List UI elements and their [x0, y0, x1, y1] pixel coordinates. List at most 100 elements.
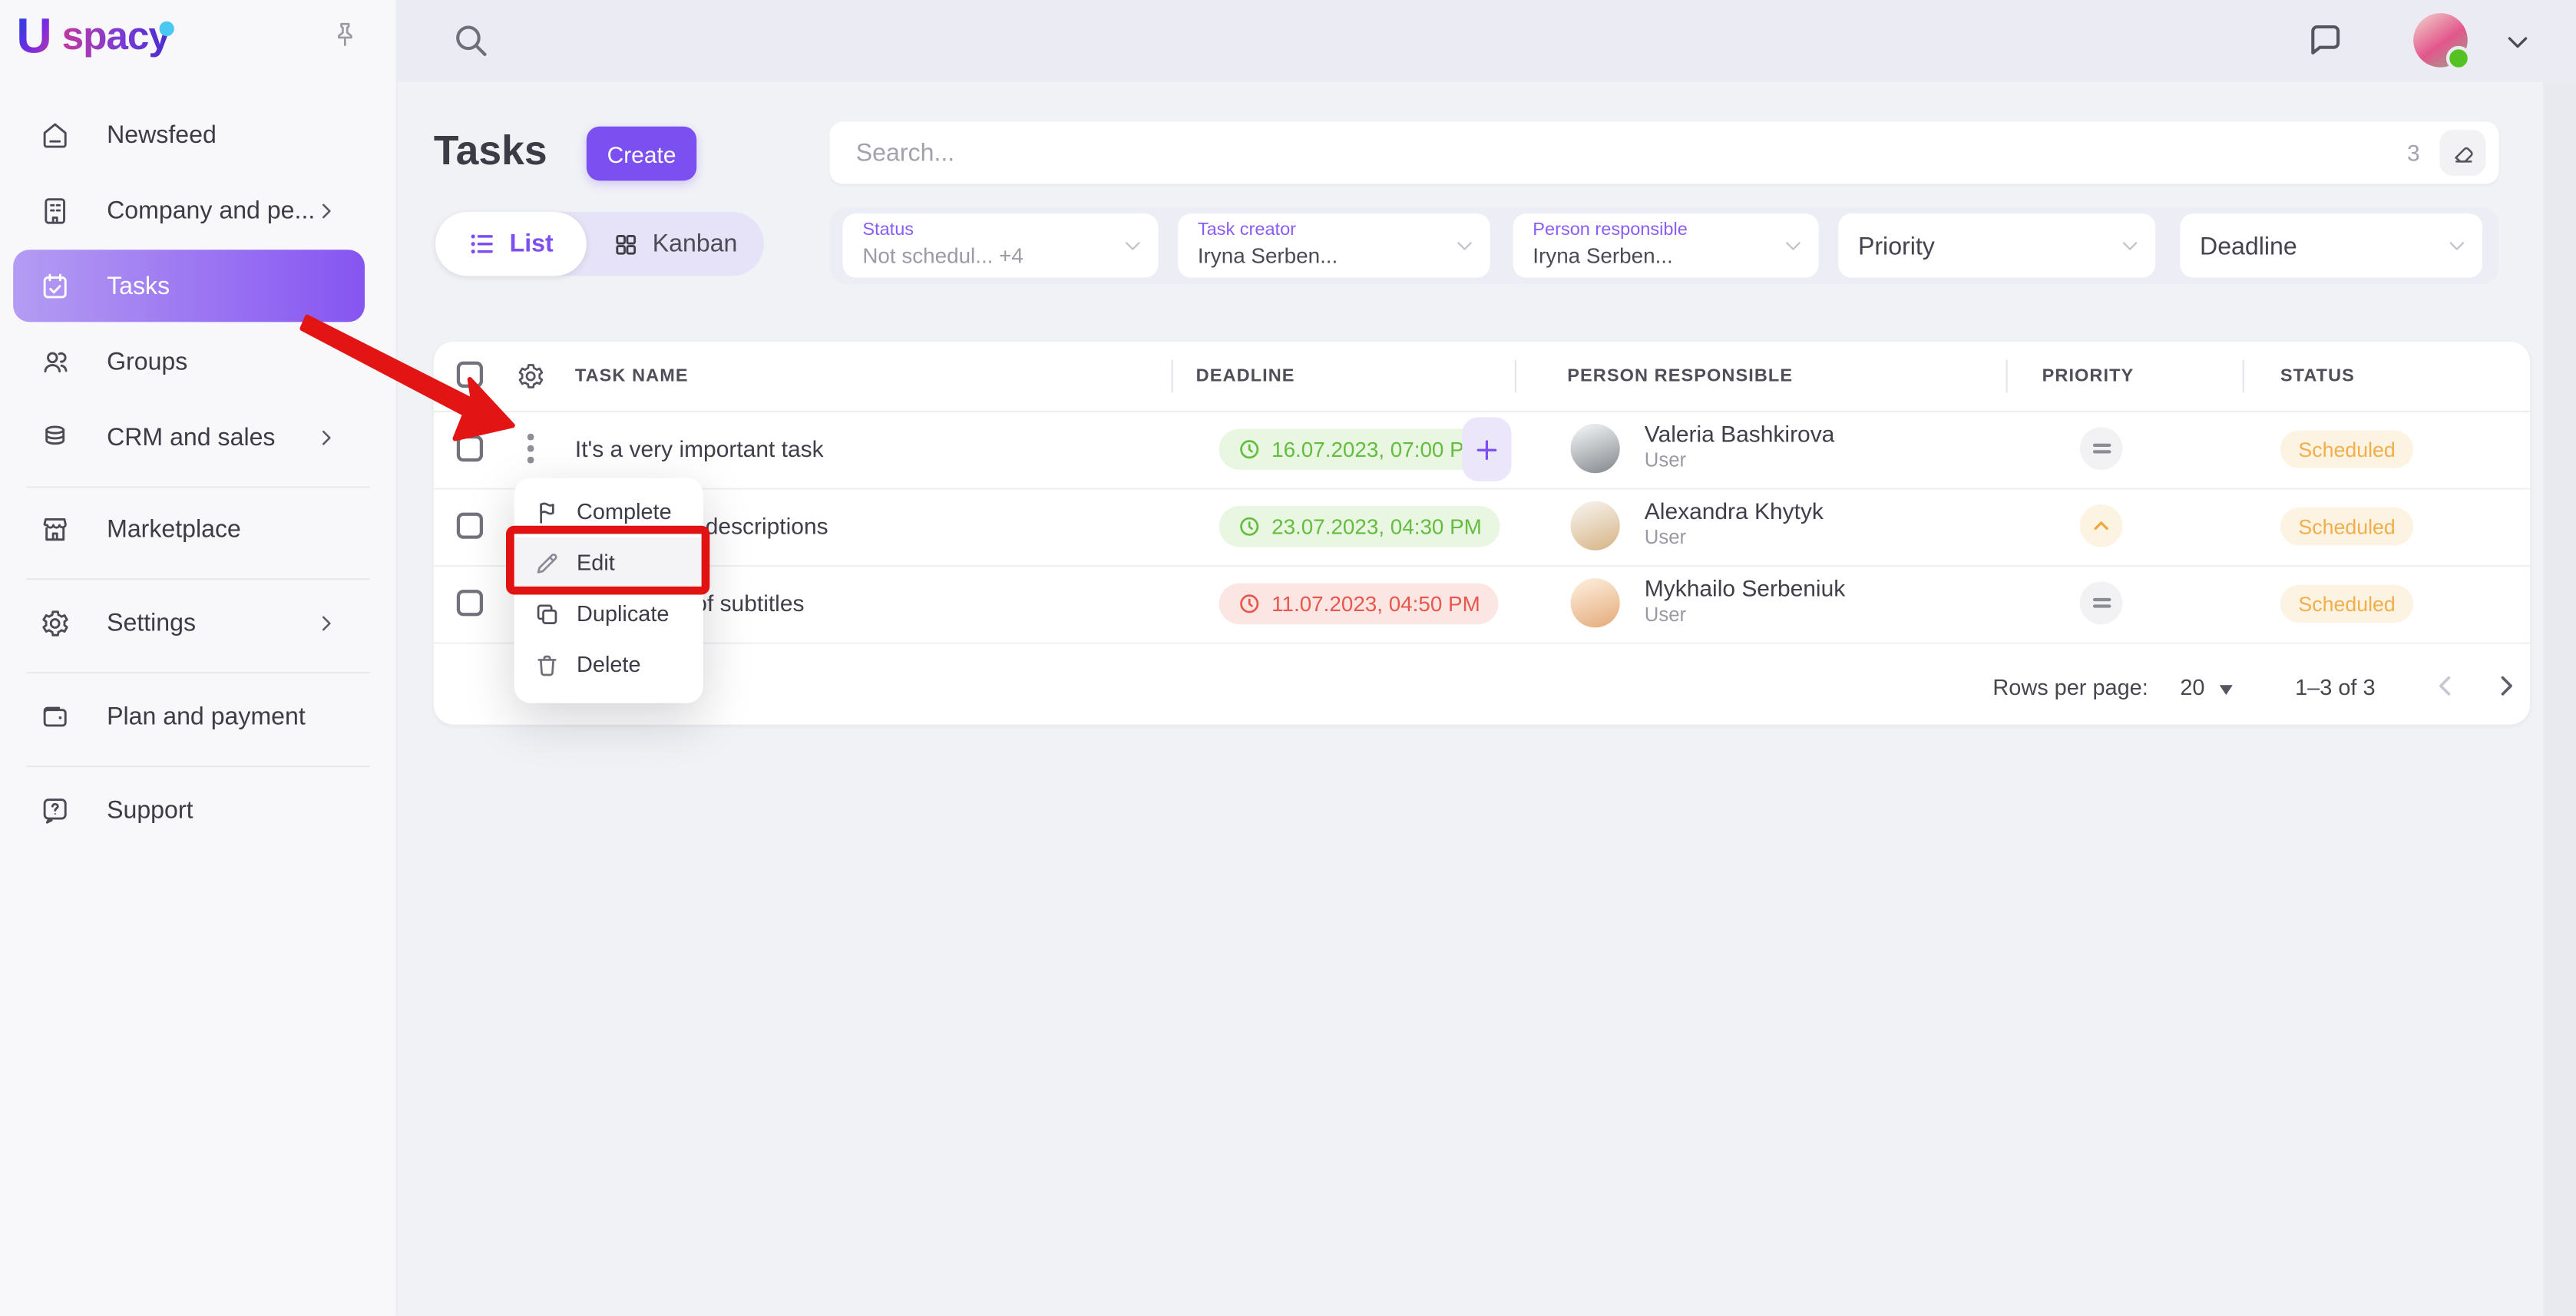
- person-role: User: [1644, 525, 1687, 549]
- chevron-right-icon: [316, 612, 337, 633]
- home-icon: [43, 122, 67, 147]
- sidebar-item-company[interactable]: Company and pe...: [0, 174, 396, 246]
- people-icon: [44, 351, 68, 372]
- priority-medium-icon[interactable]: [2079, 581, 2123, 625]
- user-avatar[interactable]: [2413, 13, 2472, 71]
- menu-item-duplicate[interactable]: Duplicate: [514, 588, 703, 639]
- create-button[interactable]: Create: [586, 126, 697, 181]
- sidebar-item-marketplace[interactable]: Marketplace: [0, 493, 396, 565]
- sidebar-item-settings[interactable]: Settings: [0, 587, 396, 659]
- sidebar-item-label: Newsfeed: [107, 121, 217, 149]
- column-divider: [2006, 359, 2008, 393]
- sidebar-item-label: Plan and payment: [107, 702, 306, 731]
- scrollbar-track[interactable]: [2543, 81, 2576, 1316]
- person-role: User: [1644, 603, 1687, 627]
- row-checkbox[interactable]: [456, 590, 484, 617]
- logo[interactable]: U spacy: [16, 9, 175, 64]
- eraser-icon: [2454, 146, 2472, 162]
- chevron-down-icon: [2446, 235, 2468, 256]
- person-role: User: [1644, 448, 1687, 472]
- status-badge[interactable]: Scheduled: [2280, 430, 2414, 468]
- table-settings-gear-icon[interactable]: [516, 362, 546, 392]
- sidebar-item-plan[interactable]: Plan and payment: [0, 680, 396, 752]
- filter-extra-count: +4: [999, 243, 1023, 268]
- add-button[interactable]: [1462, 417, 1512, 481]
- status-badge[interactable]: Scheduled: [2280, 584, 2414, 623]
- clear-filters-button[interactable]: [2439, 130, 2486, 176]
- person-name: Alexandra Khytyk: [1644, 498, 1824, 524]
- tab-label: List: [509, 230, 554, 258]
- divider: [26, 672, 370, 674]
- divider: [26, 578, 370, 580]
- filter-label: Deadline: [2200, 233, 2297, 262]
- filter-task-creator[interactable]: Task creator Iryna Serben...: [1178, 213, 1490, 278]
- view-tabs: List Kanban: [435, 212, 764, 276]
- filters-bar: Status Not schedul... +4 Task creator Ir…: [829, 207, 2499, 285]
- column-divider: [1514, 359, 1516, 393]
- chevron-down-icon[interactable]: [2504, 28, 2531, 55]
- menu-item-label: Complete: [577, 499, 672, 524]
- tab-kanban[interactable]: Kanban: [587, 212, 764, 276]
- tab-list[interactable]: List: [435, 212, 587, 276]
- rows-per-page-select[interactable]: 20: [2180, 675, 2205, 700]
- table-row: Add product descriptions 23.07.2023, 04:…: [433, 488, 2531, 567]
- person-avatar: [1570, 501, 1620, 551]
- chevron-down-icon: [1783, 235, 1804, 256]
- person-name: Mykhailo Serbeniuk: [1644, 574, 1846, 602]
- deadline-chip[interactable]: 23.07.2023, 04:30 PM: [1219, 506, 1500, 547]
- chat-icon[interactable]: [2306, 21, 2344, 59]
- deadline-chip[interactable]: 11.07.2023, 04:50 PM: [1219, 583, 1499, 625]
- sidebar-item-tasks[interactable]: Tasks: [13, 250, 365, 322]
- sidebar-item-support[interactable]: Support: [0, 774, 396, 846]
- filter-value: Iryna Serben...: [1197, 243, 1338, 268]
- kanban-grid-icon: [616, 233, 637, 254]
- filter-deadline[interactable]: Deadline: [2180, 213, 2483, 278]
- chevron-down-icon: [2119, 235, 2141, 256]
- row-checkbox[interactable]: [456, 512, 484, 539]
- pin-sidebar-icon[interactable]: [330, 20, 360, 50]
- clock-icon: [1240, 440, 1259, 459]
- logo-u-mark: U: [16, 9, 52, 64]
- sidebar-item-label: Settings: [107, 608, 197, 637]
- filter-status[interactable]: Status Not schedul... +4: [842, 213, 1159, 278]
- sidebar: U spacy Newsfeed Company and pe... Tasks: [0, 0, 398, 1316]
- row-menu-kebab-icon[interactable]: [527, 433, 534, 468]
- task-name[interactable]: It's a very important task: [574, 435, 824, 462]
- chevron-right-icon: [316, 426, 337, 448]
- sidebar-item-newsfeed[interactable]: Newsfeed: [0, 98, 396, 170]
- chevron-right-icon: [316, 200, 337, 221]
- status-badge[interactable]: Scheduled: [2280, 508, 2414, 546]
- search-icon[interactable]: [451, 21, 489, 59]
- sidebar-item-label: CRM and sales: [107, 422, 276, 451]
- duplicate-icon: [537, 603, 557, 623]
- person-name: Valeria Bashkirova: [1644, 420, 1835, 447]
- filter-value: Iryna Serben...: [1533, 243, 1673, 268]
- table-footer: Rows per page: 20 1–3 of 3: [434, 643, 2530, 725]
- select-all-checkbox[interactable]: [456, 361, 484, 388]
- priority-medium-icon[interactable]: [2079, 427, 2123, 470]
- page-next-icon[interactable]: [2492, 672, 2520, 699]
- wallet-icon: [43, 706, 67, 726]
- menu-item-complete[interactable]: Complete: [514, 486, 703, 537]
- filter-priority[interactable]: Priority: [1838, 213, 2156, 278]
- help-chat-icon: [43, 798, 67, 823]
- sidebar-item-label: Company and pe...: [107, 196, 316, 225]
- deadline-chip[interactable]: 16.07.2023, 07:00 PM: [1219, 428, 1500, 470]
- sidebar-item-crm[interactable]: CRM and sales: [0, 401, 396, 473]
- flag-icon: [540, 501, 554, 523]
- page-previous-icon[interactable]: [2432, 672, 2459, 699]
- column-header-task-name: TASK NAME: [574, 366, 689, 386]
- column-header-status: STATUS: [2280, 366, 2355, 386]
- sidebar-item-groups[interactable]: Groups: [0, 326, 396, 398]
- priority-high-icon[interactable]: [2079, 504, 2123, 547]
- chevron-down-icon: [1454, 235, 1476, 256]
- tasks-table: TASK NAME DEADLINE PERSON RESPONSIBLE PR…: [433, 342, 2531, 725]
- filter-person-responsible[interactable]: Person responsible Iryna Serben...: [1513, 213, 1819, 278]
- table-row: It's a very important task 16.07.2023, 0…: [433, 411, 2531, 490]
- menu-item-edit[interactable]: Edit: [514, 537, 703, 589]
- column-header-deadline: DEADLINE: [1195, 366, 1295, 386]
- row-checkbox[interactable]: [456, 435, 484, 462]
- column-divider: [1171, 359, 1173, 393]
- search-input[interactable]: [852, 137, 2408, 169]
- menu-item-delete[interactable]: Delete: [514, 639, 703, 689]
